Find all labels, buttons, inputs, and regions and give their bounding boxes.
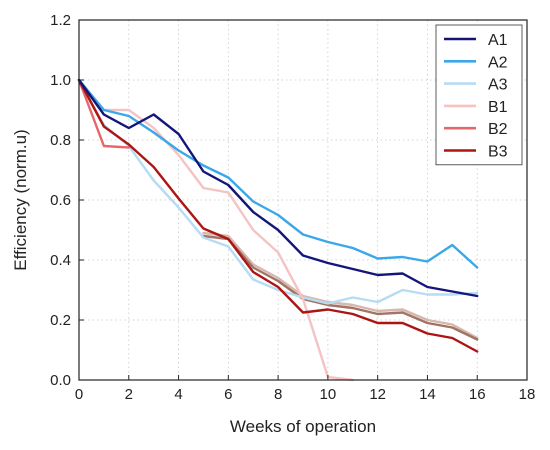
legend: A1 A2 A3 B1 B2 B3 (435, 24, 523, 166)
x-tick-label: 10 (320, 386, 337, 403)
x-tick-label: 0 (75, 386, 83, 403)
y-tick-label: 0.0 (50, 372, 71, 389)
y-tick-label: 0.8 (50, 132, 71, 149)
legend-label-a3: A3 (488, 77, 508, 94)
x-tick-label: 16 (469, 386, 486, 403)
y-tick-label: 0.6 (50, 192, 71, 209)
x-tick-label: 12 (369, 386, 386, 403)
legend-box (435, 24, 523, 166)
x-tick-label: 8 (274, 386, 282, 403)
x-axis-title: Weeks of operation (230, 417, 376, 436)
y-tick-label: 1.2 (50, 12, 71, 29)
x-tick-label: 14 (419, 386, 436, 403)
legend-label-b3: B3 (488, 144, 508, 161)
x-tick-label: 4 (174, 386, 182, 403)
x-tick-label: 2 (125, 386, 133, 403)
legend-label-b1: B1 (488, 99, 508, 116)
series-line-a1 (77, 78, 479, 298)
x-tick-label: 6 (224, 386, 232, 403)
legend-label-a1: A1 (488, 32, 508, 49)
series-line-a3 (77, 78, 479, 305)
series-line-unlabeled-6 (202, 231, 479, 340)
axis-ticks: 0 2 4 6 8 10 12 14 16 18 0.0 0.2 0.4 0.6 0.8 1.0 1.2 (50, 12, 535, 403)
y-axis-title: Efficiency (norm.u) (11, 129, 30, 270)
series-layer (77, 78, 479, 382)
y-tick-label: 0.4 (50, 252, 71, 269)
series-line-b2 (77, 78, 131, 149)
legend-label-b2: B2 (488, 121, 508, 138)
series-line-unlabeled-7 (202, 234, 479, 341)
series-line-a2 (77, 78, 479, 269)
x-tick-label: 18 (519, 386, 536, 403)
y-tick-label: 0.2 (50, 312, 71, 329)
legend-label-a2: A2 (488, 54, 508, 71)
series-line-b3 (77, 78, 479, 353)
y-tick-label: 1.0 (50, 72, 71, 89)
